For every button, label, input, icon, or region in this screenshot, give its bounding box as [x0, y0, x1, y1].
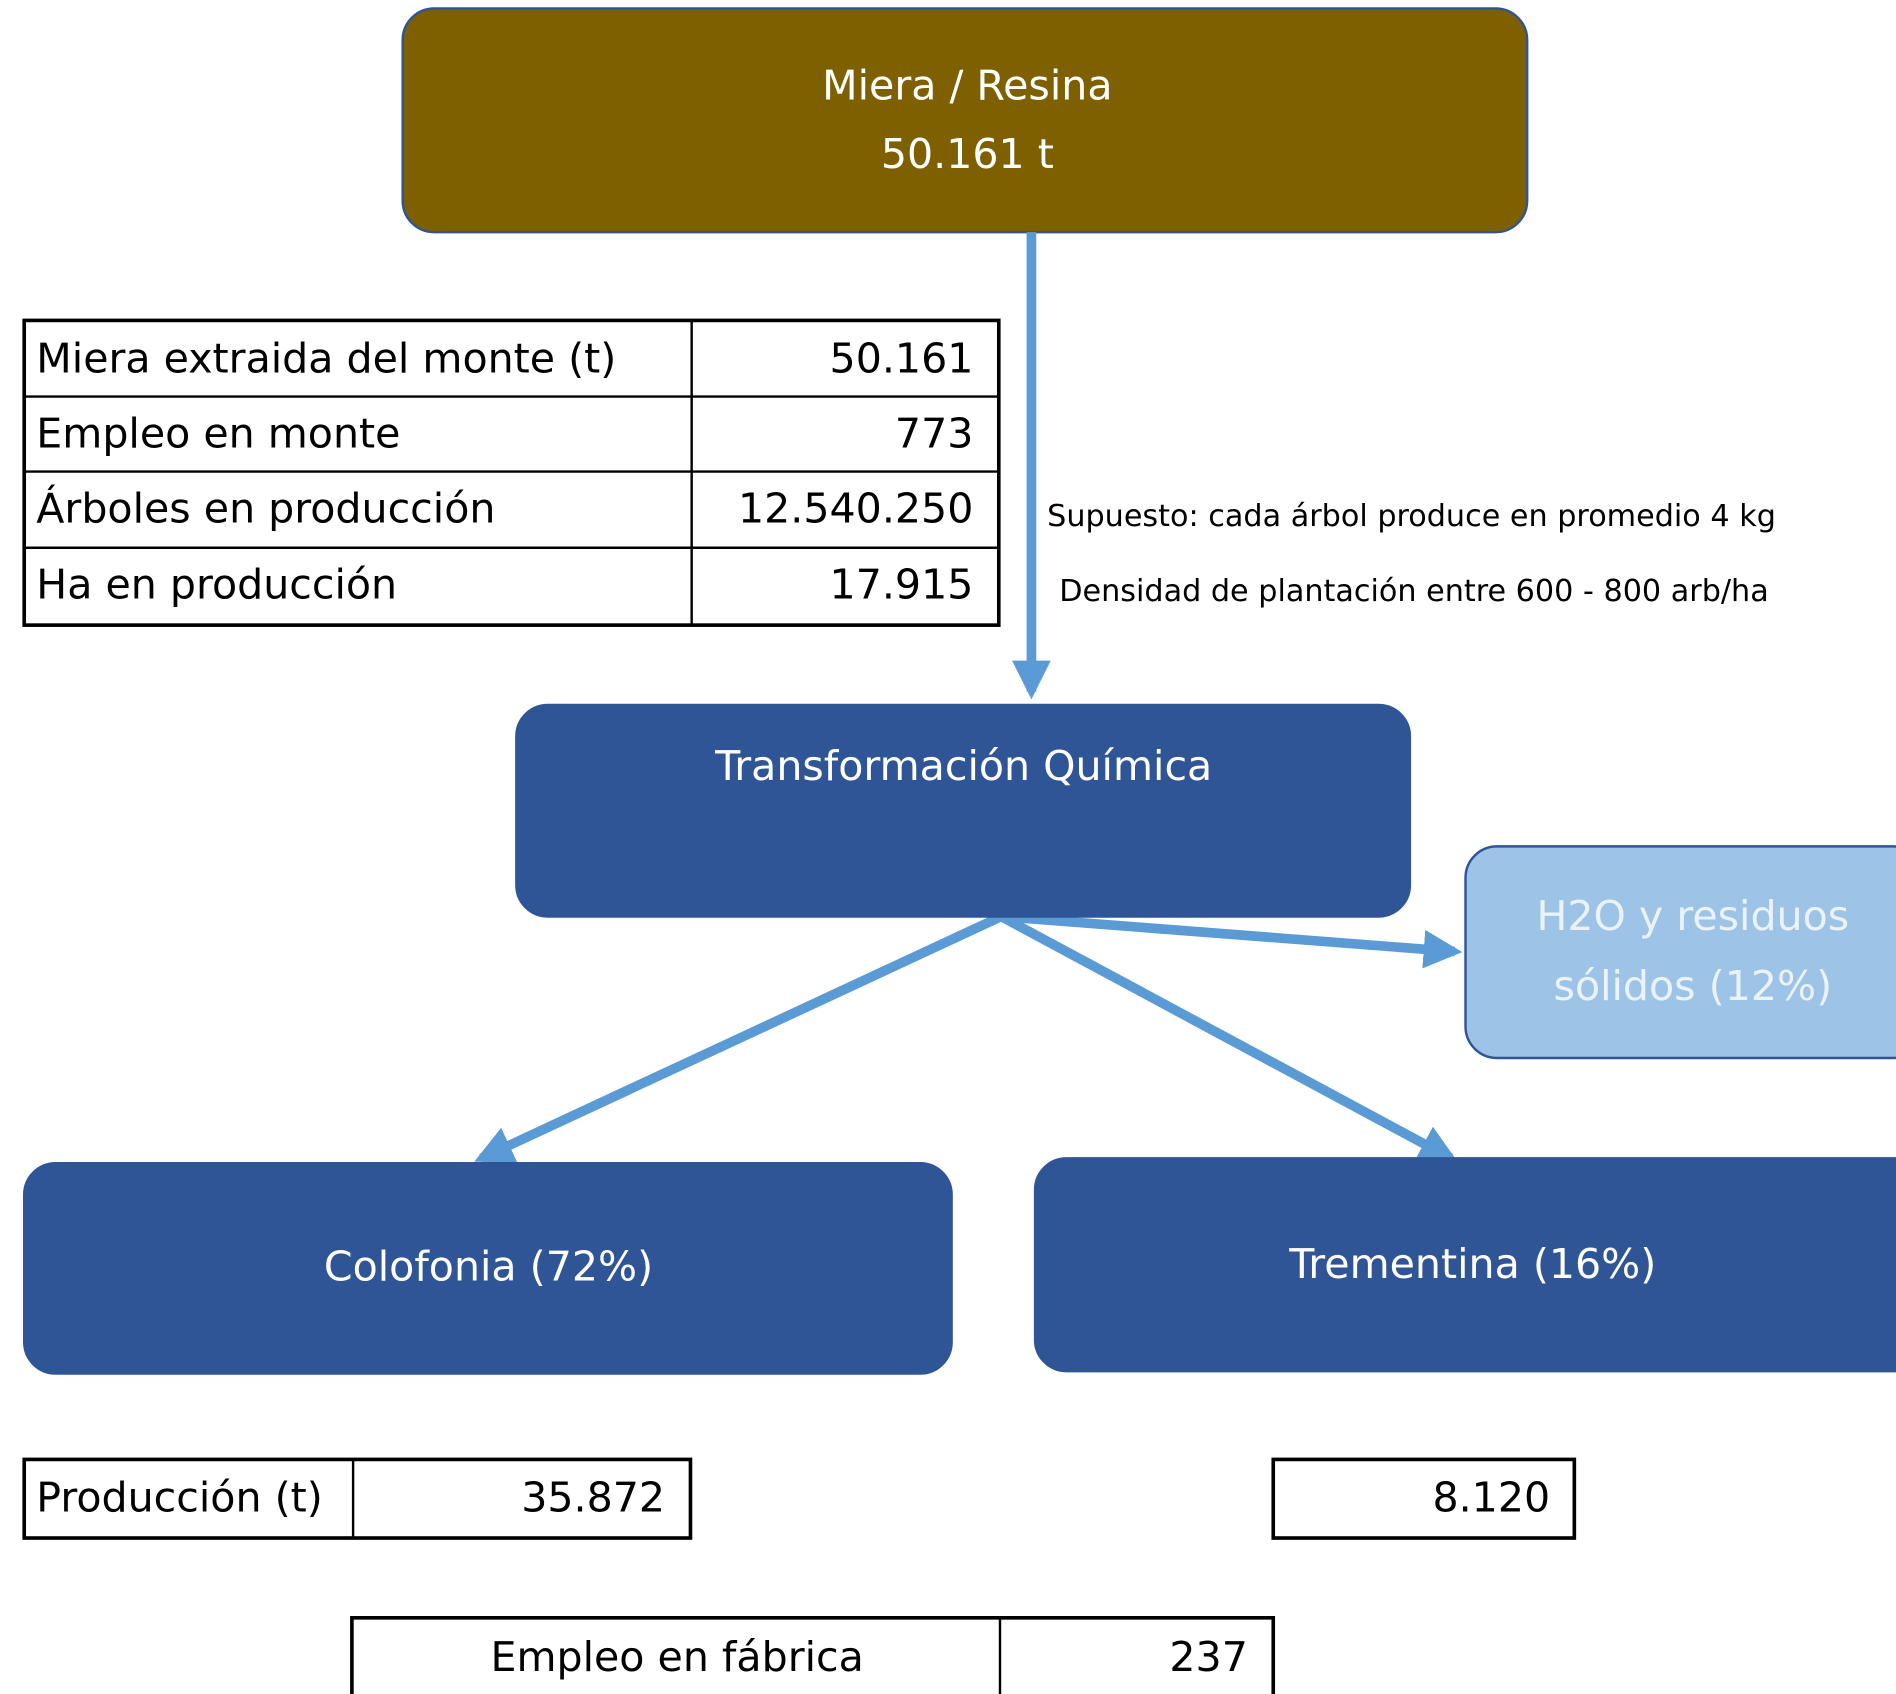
- cell-value: 35.872: [521, 1474, 665, 1522]
- table-border: [1271, 1457, 1577, 1540]
- note: Supuesto: cada árbol produce en promedio…: [1047, 499, 1776, 534]
- table-border: [350, 1616, 1276, 1694]
- cell-value: 12.540.250: [738, 484, 973, 532]
- table-border: [22, 1457, 693, 1540]
- cell-value: 773: [895, 409, 973, 457]
- cell-label: Empleo en fábrica: [490, 1633, 863, 1681]
- cell-label: Árboles en producción: [36, 484, 495, 532]
- product-label: Colofonia (72%): [324, 1243, 653, 1291]
- cell-label: Ha en producción: [36, 561, 397, 609]
- process-label: Transformación Química: [714, 742, 1212, 790]
- waste-label: H2O y residuos: [1536, 892, 1849, 940]
- product-box: [1033, 1157, 1896, 1373]
- cell-value: 8.120: [1432, 1474, 1550, 1522]
- process-box: [515, 703, 1412, 918]
- factory-table: Empleo en fábrica 237: [350, 1616, 1276, 1694]
- cell-value: 17.915: [830, 561, 974, 609]
- production-table: Producción (t) 35.872 8.120: [22, 1457, 1577, 1540]
- forest-table: Miera extraida del monte (t) 50.161 Empl…: [22, 318, 1001, 627]
- note: Densidad de plantación entre 600 - 800 a…: [1059, 574, 1769, 609]
- waste-box: [1464, 845, 1896, 1060]
- product-box: [23, 1161, 953, 1375]
- arrow: [998, 912, 1458, 1163]
- source-label: Miera / Resina: [822, 61, 1112, 109]
- arrow: [1000, 911, 1463, 969]
- arrow: [474, 912, 1004, 1163]
- cell-label: Empleo en monte: [36, 409, 400, 457]
- product-label: Trementina (16%): [1288, 1240, 1656, 1288]
- cell-label: Miera extraida del monte (t): [36, 335, 616, 383]
- source-box: [401, 7, 1529, 234]
- source-value: 50.161 t: [881, 130, 1054, 178]
- cell-label: Producción (t): [36, 1474, 322, 1522]
- waste-label: sólidos (12%): [1554, 962, 1833, 1010]
- cell-value: 50.161: [830, 335, 974, 383]
- cell-value: 237: [1169, 1633, 1247, 1681]
